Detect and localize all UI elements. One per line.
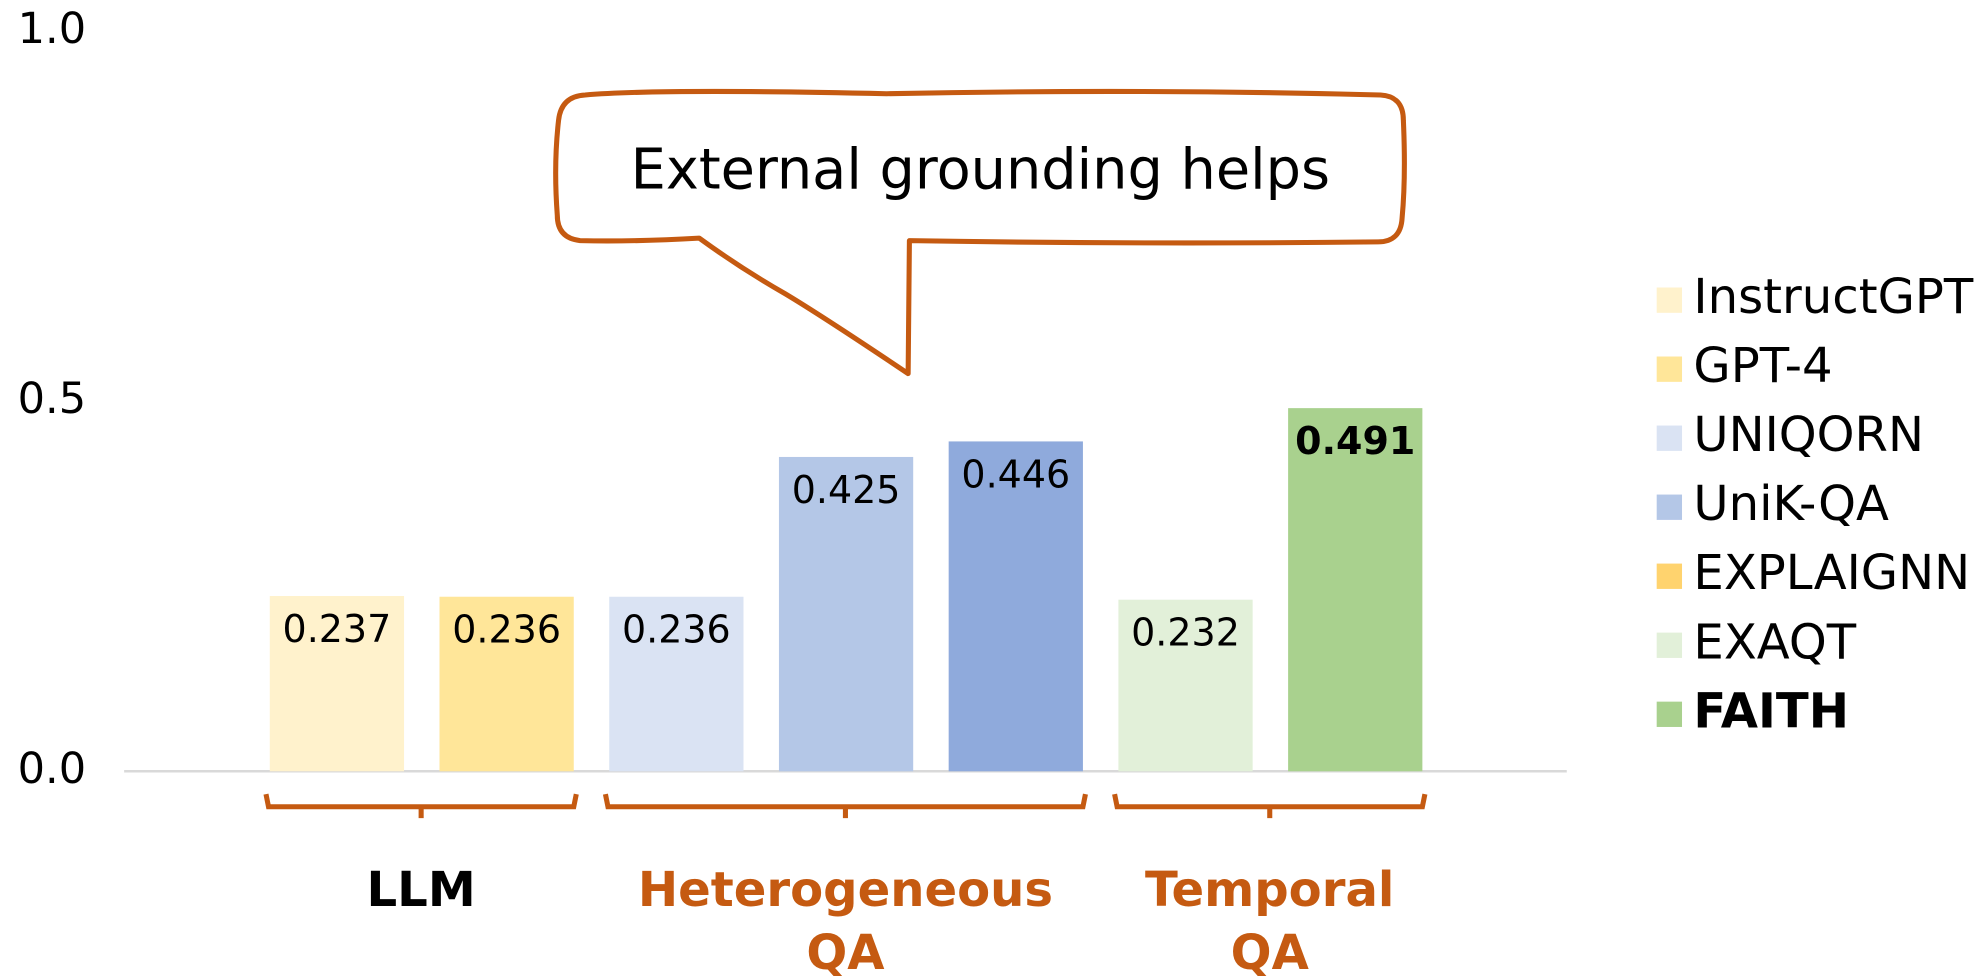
legend-swatch: [1657, 357, 1682, 382]
legend-label: GPT-4: [1693, 338, 1832, 394]
group-label-line: Temporal: [1145, 862, 1394, 918]
y-tick-label: 0.0: [18, 744, 86, 794]
chart: External grounding helps 0.0 0.5 1.0 0.237 I…: [0, 0, 1986, 979]
legend-swatch: [1657, 287, 1682, 312]
y-tick-label: 0.5: [18, 374, 86, 424]
legend-label: InstructGPT: [1693, 269, 1973, 325]
legend-label: FAITH: [1693, 683, 1849, 739]
data-label: 0.237: [283, 607, 392, 651]
group-label: LLM: [367, 862, 476, 918]
annotation: External grounding helps: [631, 138, 1330, 203]
group-bracket: [266, 794, 576, 818]
group-label-line: QA: [1231, 925, 1309, 979]
data-label: 0.491: [1295, 419, 1415, 463]
y-tick-label: 1.0: [18, 4, 86, 54]
data-label: 0.446: [961, 452, 1070, 496]
group-bracket: [1115, 794, 1425, 818]
legend-swatch: [1657, 564, 1682, 589]
legend-label: EXPLAIGNN: [1693, 545, 1970, 601]
legend-label: EXAQT: [1693, 614, 1856, 670]
data-label: 0.425: [792, 468, 901, 512]
group-label-line: Heterogeneous: [638, 862, 1053, 918]
data-label: 0.236: [452, 608, 561, 652]
callout: [556, 91, 1405, 373]
legend-swatch: [1657, 495, 1682, 520]
data-label: 0.232: [1131, 611, 1240, 655]
legend-swatch: [1657, 426, 1682, 451]
legend-label: UNIQORN: [1693, 407, 1924, 463]
group-bracket: [605, 794, 1085, 818]
group-label: Temporal QA: [1145, 862, 1394, 979]
legend-swatch: [1657, 633, 1682, 658]
group-label: Heterogeneous QA: [638, 862, 1053, 979]
group-label-line: QA: [806, 925, 884, 979]
legend-label: UniK-QA: [1693, 476, 1889, 532]
page: External grounding helps 0.0 0.5 1.0 0.237 I…: [0, 0, 1986, 979]
legend-swatch: [1657, 702, 1682, 727]
data-label: 0.236: [622, 608, 731, 652]
